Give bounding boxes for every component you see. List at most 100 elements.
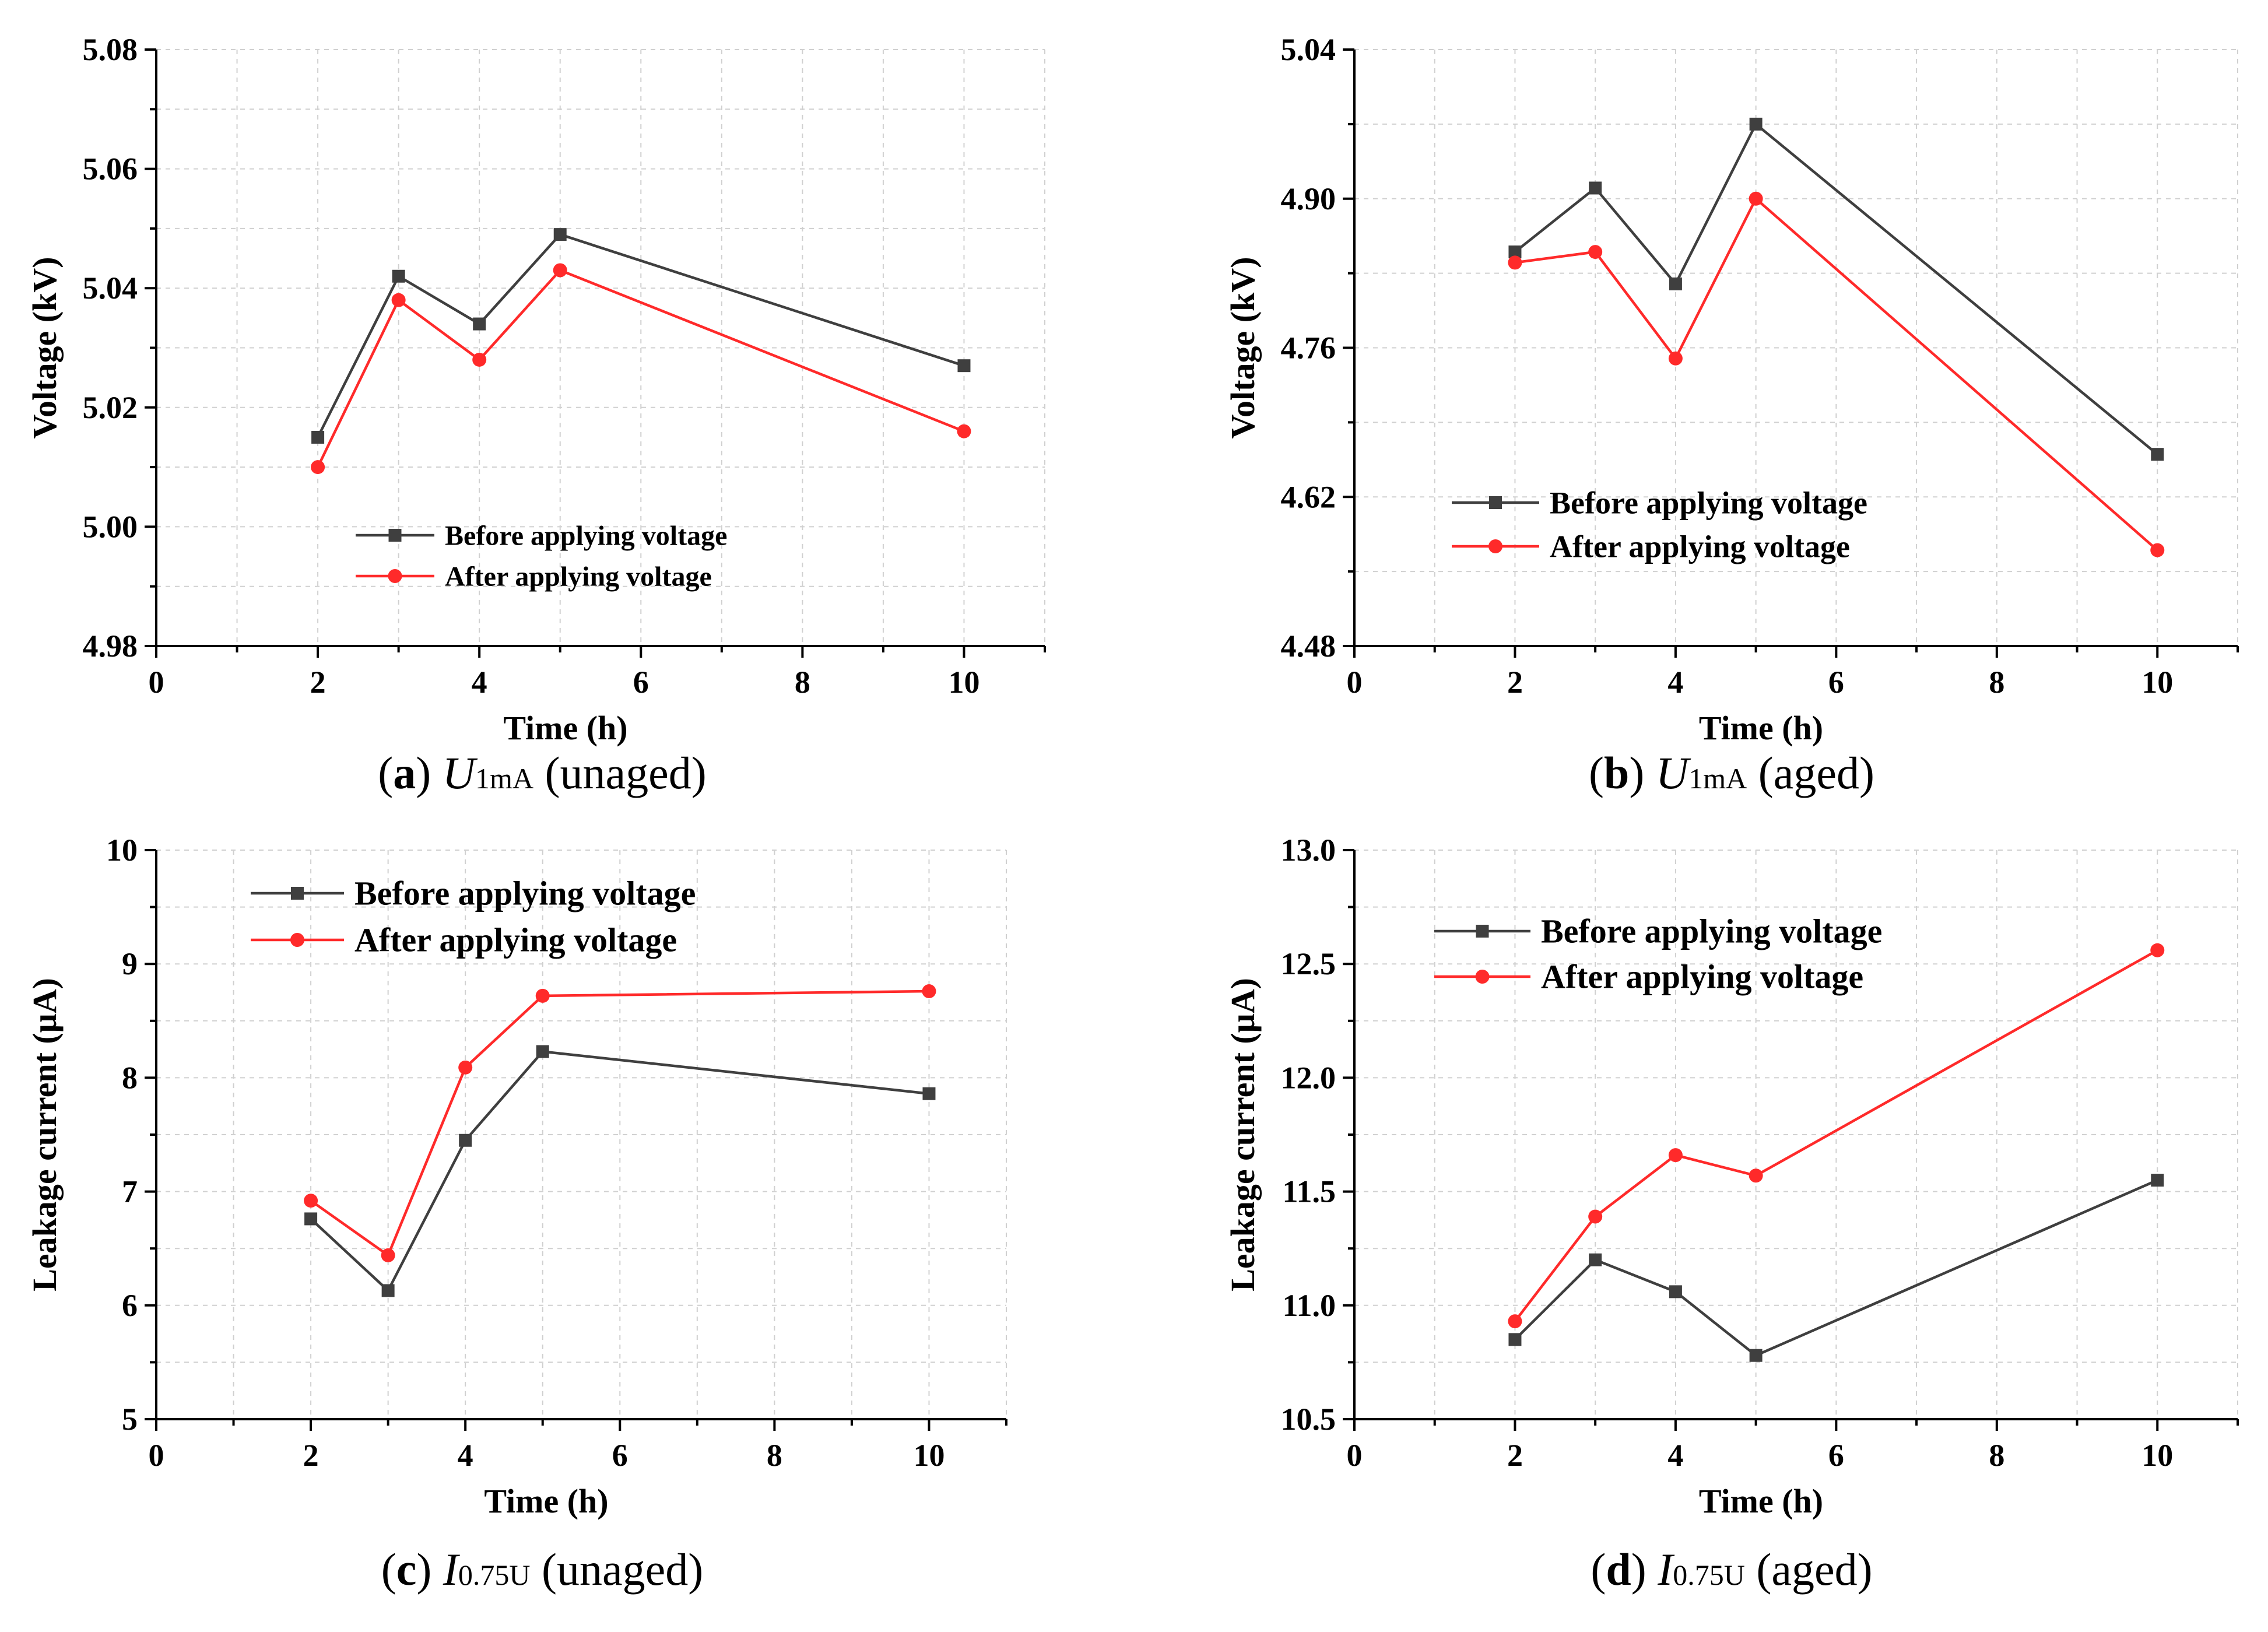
x-tick-label: 2 bbox=[303, 1438, 319, 1473]
caption-open-paren: ( bbox=[1589, 747, 1604, 798]
y-tick-label: 4.76 bbox=[1281, 331, 1336, 366]
caption-condition: (aged) bbox=[1758, 747, 1874, 798]
legend-label: Before applying voltage bbox=[1550, 485, 1867, 520]
caption-space bbox=[533, 747, 545, 798]
data-point-after bbox=[472, 352, 487, 367]
caption-open-paren: ( bbox=[1591, 1544, 1606, 1595]
y-tick-label: 8 bbox=[122, 1060, 138, 1095]
caption-close-paren: ) bbox=[416, 747, 442, 798]
data-point-before bbox=[1749, 117, 1763, 131]
x-axis-title: Time (h) bbox=[503, 709, 627, 747]
data-point-after bbox=[458, 1060, 473, 1075]
data-point-after bbox=[381, 1248, 395, 1262]
caption-subscript: 0.75U bbox=[1673, 1559, 1745, 1591]
data-point-after bbox=[1668, 1148, 1683, 1163]
data-point-after bbox=[1588, 245, 1603, 259]
x-tick-label: 2 bbox=[310, 665, 326, 700]
x-tick-label: 4 bbox=[458, 1438, 473, 1473]
y-tick-label: 4.90 bbox=[1281, 181, 1336, 216]
caption-subscript: 0.75U bbox=[458, 1559, 531, 1591]
chart-a: 0 2 4 6 8 10 4.98 5.00 5.02 5.04 5.06 5.08 Time (h) V… bbox=[26, 32, 1046, 798]
data-point-before bbox=[304, 1212, 318, 1226]
y-tick-label: 13.0 bbox=[1281, 833, 1336, 868]
x-tick-label: 8 bbox=[1989, 665, 2004, 700]
caption-condition: (unaged) bbox=[545, 747, 707, 798]
caption-close-paren: ) bbox=[416, 1544, 443, 1595]
y-tick-label: 5.04 bbox=[83, 271, 138, 306]
y-tick-label: 4.98 bbox=[83, 629, 138, 664]
caption-close-paren: ) bbox=[1629, 747, 1655, 798]
data-point-before bbox=[536, 1045, 549, 1058]
y-tick-label: 11.0 bbox=[1282, 1288, 1336, 1323]
x-tick-label: 8 bbox=[1989, 1438, 2004, 1473]
caption-close-paren: ) bbox=[1631, 1544, 1658, 1595]
x-tick-label: 10 bbox=[2141, 665, 2173, 700]
data-point-before bbox=[381, 1284, 395, 1297]
data-point-after bbox=[391, 293, 406, 307]
legend: Before applying voltage After applying vo… bbox=[1452, 485, 1867, 564]
x-tick-label: 0 bbox=[1347, 1438, 1363, 1473]
x-tick-label: 6 bbox=[612, 1438, 628, 1473]
x-tick-label: 10 bbox=[913, 1438, 945, 1473]
caption: (a) U1mA (unaged) bbox=[378, 747, 707, 798]
x-tick-label: 0 bbox=[1347, 665, 1363, 700]
legend: Before applying voltage After applying vo… bbox=[251, 875, 696, 959]
caption: (b) U1mA (aged) bbox=[1589, 747, 1874, 798]
x-tick-label: 8 bbox=[767, 1438, 782, 1473]
chart-c: 0 2 4 6 8 10 5 6 7 8 9 10 Time (h) Leakage current (μ… bbox=[26, 833, 1007, 1595]
y-tick-label: 6 bbox=[122, 1288, 138, 1323]
data-point-before bbox=[1508, 245, 1522, 259]
y-tick-label: 11.5 bbox=[1282, 1174, 1336, 1209]
y-tick-label: 5 bbox=[122, 1402, 138, 1437]
x-axis-title: Time (h) bbox=[1699, 1482, 1823, 1520]
data-point-before bbox=[1669, 277, 1682, 290]
y-tick-label: 4.48 bbox=[1281, 629, 1336, 664]
legend-label: After applying voltage bbox=[445, 561, 712, 592]
data-point-after bbox=[1749, 191, 1763, 206]
y-axis-title: Leakage current (μA) bbox=[1224, 978, 1262, 1291]
caption-open-paren: ( bbox=[378, 747, 393, 798]
y-axis-title: Voltage (kV) bbox=[1224, 257, 1262, 438]
legend-label: After applying voltage bbox=[1550, 529, 1850, 564]
data-point-after bbox=[535, 988, 550, 1003]
legend-label: Before applying voltage bbox=[445, 520, 727, 551]
x-tick-label: 6 bbox=[1828, 1438, 1844, 1473]
legend-label: Before applying voltage bbox=[1541, 912, 1882, 950]
caption-condition: (aged) bbox=[1756, 1544, 1872, 1595]
caption-open-paren: ( bbox=[381, 1544, 396, 1595]
y-axis-title: Voltage (kV) bbox=[26, 257, 64, 438]
x-tick-label: 2 bbox=[1507, 665, 1523, 700]
data-point-before bbox=[392, 269, 405, 283]
x-tick-label: 10 bbox=[948, 665, 979, 700]
legend-marker-circle bbox=[388, 569, 402, 583]
data-point-before bbox=[1749, 1349, 1763, 1362]
x-axis-title: Time (h) bbox=[484, 1482, 608, 1520]
legend-marker-circle bbox=[1475, 970, 1490, 984]
x-tick-label: 4 bbox=[472, 665, 487, 700]
x-tick-label: 6 bbox=[1828, 665, 1844, 700]
y-tick-label: 5.02 bbox=[83, 390, 138, 425]
caption: (d) I0.75U (aged) bbox=[1591, 1544, 1872, 1595]
data-point-before bbox=[1669, 1285, 1682, 1298]
x-axis-title: Time (h) bbox=[1699, 709, 1823, 747]
x-tick-label: 6 bbox=[633, 665, 649, 700]
caption-condition: (unaged) bbox=[542, 1544, 703, 1595]
legend-marker-circle bbox=[1488, 539, 1502, 553]
chart-b: 0 2 4 6 8 10 4.48 4.62 4.76 4.90 5.04 Time (h) Volta… bbox=[1224, 32, 2239, 798]
caption-subscript: 1mA bbox=[1688, 762, 1747, 795]
data-point-after bbox=[304, 1194, 318, 1208]
data-point-before bbox=[1589, 1253, 1602, 1266]
legend-marker-square bbox=[1489, 496, 1502, 509]
data-point-after bbox=[922, 984, 936, 999]
x-tick-label: 8 bbox=[795, 665, 810, 700]
legend-label: Before applying voltage bbox=[354, 875, 696, 912]
y-tick-label: 5.00 bbox=[83, 509, 138, 544]
legend-label: After applying voltage bbox=[1541, 958, 1863, 996]
caption-symbol: I bbox=[1657, 1544, 1675, 1595]
caption-space bbox=[530, 1544, 542, 1595]
legend-marker-square bbox=[388, 529, 402, 542]
y-axis-title: Leakage current (μA) bbox=[26, 978, 64, 1291]
y-tick-label: 7 bbox=[122, 1174, 138, 1209]
data-point-after bbox=[2150, 943, 2165, 957]
